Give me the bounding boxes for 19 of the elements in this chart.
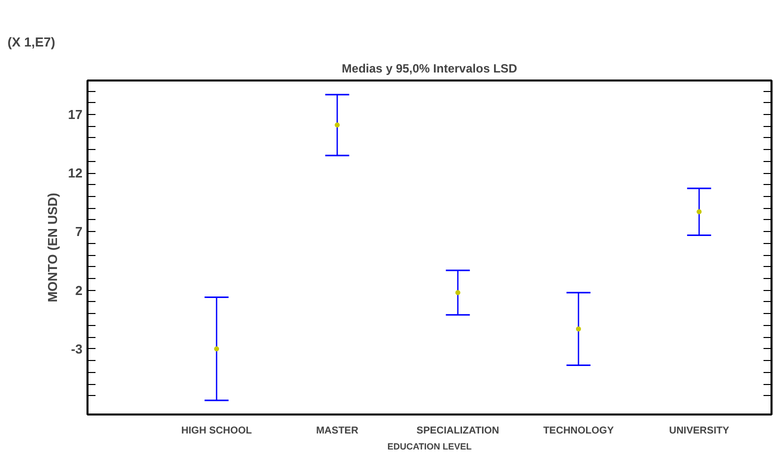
point [455,290,460,296]
chart-title: Medias y 95,0% Intervalos LSD [342,62,518,76]
y-tick-label: 17 [68,106,83,122]
point [334,122,340,128]
y-tick-label: 12 [68,166,83,181]
y-tick-label: 2 [75,282,83,298]
text: (X 1,E7) [8,34,56,50]
x-tick-label: TECHNOLOGY [543,426,614,436]
point [214,346,220,352]
y-axis-title: MONTO (EN USD) [45,192,60,302]
y-tick-label: 7 [75,224,83,240]
x-tick-label: SPECIALIZATION [416,426,500,436]
point [696,209,702,214]
x-tick-label: UNIVERSITY [669,426,730,436]
x-tick-label: MASTER [316,426,360,436]
point [576,326,581,332]
x-axis-title: EDUCATION LEVEL [387,442,472,452]
y-tick-label: -3 [70,341,83,356]
x-tick-label: HIGH SCHOOL [181,426,252,436]
